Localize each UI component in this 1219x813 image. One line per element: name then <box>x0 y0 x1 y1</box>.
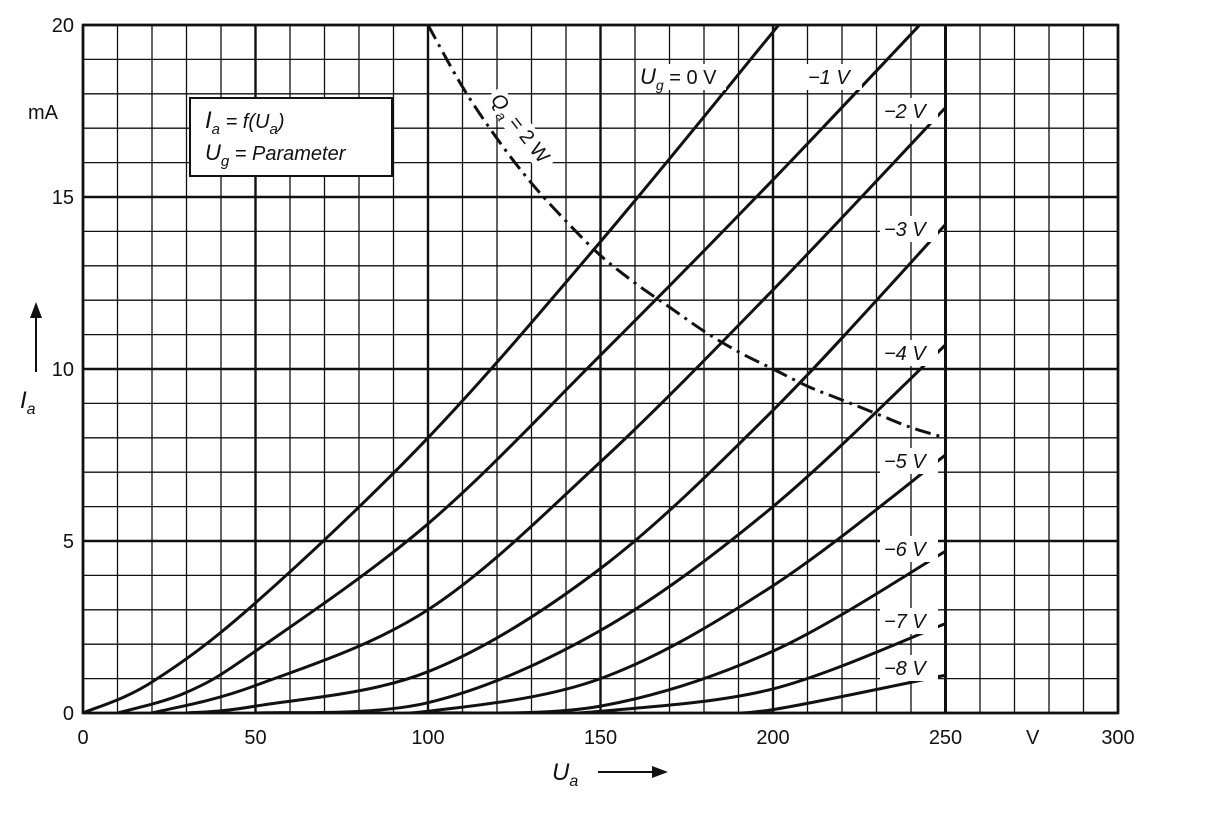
series-line-0 <box>83 25 781 713</box>
x-axis-symbol: Ua <box>552 759 578 790</box>
curves <box>83 25 946 713</box>
y-unit-label: mA <box>28 102 59 124</box>
x-tick-label: 100 <box>411 727 444 749</box>
y-tick-label: 10 <box>52 359 74 381</box>
series-line-6 <box>427 550 946 713</box>
curve-label-bg <box>880 340 938 366</box>
legend-line-parameter: Ug = Parameter <box>205 140 347 170</box>
power-limit-label-bg <box>482 85 559 174</box>
series-line-4 <box>255 343 946 713</box>
series-line-7 <box>531 622 946 713</box>
power-limit-label-text: Qa = 2 W <box>483 90 554 170</box>
y-tick-label: 15 <box>52 187 74 209</box>
tick-labels: 0 50 100 150 200 250 300 0 5 10 15 20 <box>52 15 1135 749</box>
curve-label-4: −4 V <box>884 343 927 365</box>
curve-label-1: −1 V <box>808 67 851 89</box>
legend-line-function: Ia = f(Ua) <box>205 107 284 138</box>
y-tick-label: 0 <box>63 703 74 725</box>
x-tick-label: 50 <box>244 727 266 749</box>
curve-label-bg <box>880 536 938 562</box>
y-tick-label: 5 <box>63 531 74 553</box>
y-axis-arrow-head <box>30 302 42 318</box>
curve-label-7: −7 V <box>884 611 927 633</box>
curve-label-2: −2 V <box>884 101 927 123</box>
power-limit-label: Qa = 2 W <box>482 85 559 174</box>
series-line-3 <box>186 223 946 713</box>
curve-label-8: −8 V <box>884 658 927 680</box>
x-tick-label: 0 <box>77 727 88 749</box>
curve-label-0: Ug = 0 V <box>640 64 717 93</box>
y-tick-label: 20 <box>52 15 74 37</box>
plot-frame <box>81 23 1120 715</box>
curve-label-bg <box>880 655 938 681</box>
curve-label-bg <box>880 98 938 124</box>
curve-label-3: −3 V <box>884 219 927 241</box>
y-axis-symbol: Ia <box>20 387 36 418</box>
curve-label-6: −6 V <box>884 539 927 561</box>
curve-labels: Ug = 0 V −1 V −2 V −3 V −4 V −5 V −6 V −7 V −8 V… <box>482 64 938 681</box>
x-tick-label: 300 <box>1101 727 1134 749</box>
x-tick-label: 150 <box>584 727 617 749</box>
curve-label-bg <box>880 448 938 474</box>
legend-box: Ia = f(Ua) Ug = Parameter <box>189 97 393 177</box>
legend-box-frame <box>189 97 393 177</box>
curve-label-bg <box>880 216 938 242</box>
curve-label-5: −5 V <box>884 451 927 473</box>
series-line-8 <box>703 673 946 713</box>
series-line-5 <box>324 453 946 713</box>
curve-label-bg <box>804 64 862 90</box>
curve-label-bg <box>636 64 726 90</box>
x-tick-label: 200 <box>756 727 789 749</box>
x-unit-label: V <box>1026 727 1040 749</box>
x-axis-label: Ua <box>552 759 668 790</box>
curve-label-bg <box>880 608 938 634</box>
series-line-2 <box>151 106 946 713</box>
x-axis-arrow-head <box>652 766 668 778</box>
x-tick-label: 250 <box>929 727 962 749</box>
series-line-1 <box>117 25 922 713</box>
power-limit-line <box>426 25 946 440</box>
y-axis-label: Ia <box>20 302 42 418</box>
